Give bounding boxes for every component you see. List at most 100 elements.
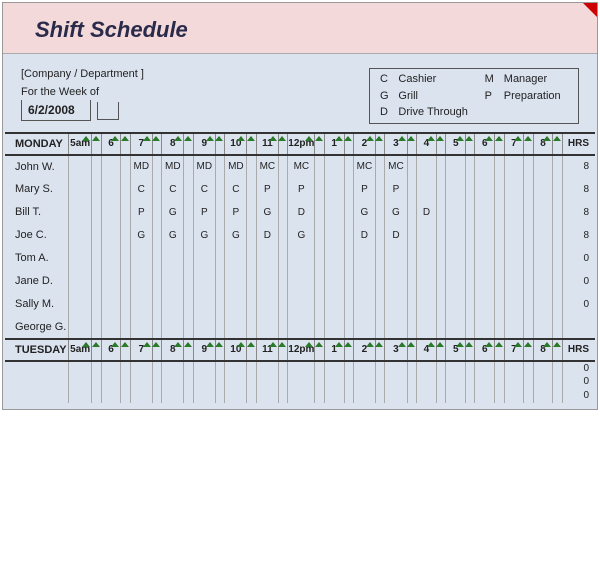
shift-cell-half[interactable] (215, 247, 224, 270)
shift-cell[interactable]: G (288, 224, 315, 247)
shift-cell[interactable] (504, 247, 524, 270)
shift-cell-half[interactable] (524, 247, 533, 270)
shift-cell[interactable] (504, 155, 524, 178)
shift-cell-half[interactable] (466, 293, 475, 316)
shift-cell-half[interactable] (152, 375, 161, 389)
shift-cell-half[interactable] (376, 375, 385, 389)
shift-cell-half[interactable] (466, 361, 475, 375)
shift-cell[interactable] (101, 224, 121, 247)
shift-cell-half[interactable] (553, 361, 562, 375)
date-picker-box[interactable] (97, 102, 119, 120)
shift-cell[interactable] (475, 293, 495, 316)
shift-cell[interactable] (475, 316, 495, 339)
shift-cell-half[interactable] (121, 375, 130, 389)
shift-cell-half[interactable] (524, 361, 533, 375)
shift-cell-half[interactable] (407, 178, 416, 201)
shift-cell-half[interactable] (152, 389, 161, 403)
shift-cell[interactable]: P (130, 201, 152, 224)
shift-cell[interactable]: P (193, 201, 215, 224)
shift-cell-half[interactable] (121, 270, 130, 293)
shift-cell[interactable] (504, 375, 524, 389)
shift-cell-half[interactable] (315, 201, 324, 224)
shift-cell-half[interactable] (92, 155, 101, 178)
shift-cell[interactable] (475, 155, 495, 178)
shift-cell[interactable] (69, 155, 92, 178)
shift-cell[interactable] (69, 270, 92, 293)
shift-cell-half[interactable] (466, 155, 475, 178)
shift-cell[interactable] (475, 270, 495, 293)
shift-cell-half[interactable] (466, 270, 475, 293)
shift-cell[interactable]: D (256, 224, 278, 247)
shift-cell[interactable] (101, 316, 121, 339)
shift-cell[interactable] (162, 270, 184, 293)
shift-cell-half[interactable] (553, 293, 562, 316)
shift-cell[interactable] (475, 247, 495, 270)
shift-cell-half[interactable] (315, 361, 324, 375)
shift-cell-half[interactable] (215, 224, 224, 247)
shift-cell-half[interactable] (315, 375, 324, 389)
shift-cell-half[interactable] (184, 247, 193, 270)
shift-cell-half[interactable] (247, 155, 256, 178)
shift-cell-half[interactable] (92, 247, 101, 270)
shift-cell[interactable] (324, 270, 344, 293)
shift-cell[interactable] (416, 247, 436, 270)
shift-cell-half[interactable] (553, 224, 562, 247)
shift-cell-half[interactable] (344, 316, 353, 339)
shift-cell-half[interactable] (92, 361, 101, 375)
shift-cell-half[interactable] (215, 201, 224, 224)
shift-cell[interactable] (69, 375, 92, 389)
shift-cell-half[interactable] (215, 155, 224, 178)
shift-cell-half[interactable] (524, 178, 533, 201)
shift-cell-half[interactable] (437, 247, 446, 270)
shift-cell[interactable]: MC (288, 155, 315, 178)
shift-cell-half[interactable] (495, 224, 504, 247)
shift-cell[interactable]: C (225, 178, 247, 201)
shift-cell-half[interactable] (553, 201, 562, 224)
shift-cell-half[interactable] (524, 224, 533, 247)
shift-cell-half[interactable] (524, 389, 533, 403)
shift-cell-half[interactable] (278, 224, 287, 247)
shift-cell[interactable] (288, 247, 315, 270)
shift-cell-half[interactable] (524, 375, 533, 389)
shift-cell-half[interactable] (495, 247, 504, 270)
shift-cell[interactable] (130, 375, 152, 389)
shift-cell-half[interactable] (495, 361, 504, 375)
shift-cell-half[interactable] (466, 224, 475, 247)
shift-cell-half[interactable] (376, 389, 385, 403)
shift-cell[interactable] (385, 270, 407, 293)
shift-cell[interactable] (225, 389, 247, 403)
shift-cell-half[interactable] (376, 293, 385, 316)
shift-cell[interactable] (324, 361, 344, 375)
shift-cell[interactable] (69, 293, 92, 316)
shift-cell[interactable]: C (193, 178, 215, 201)
shift-cell[interactable]: D (385, 224, 407, 247)
shift-cell[interactable] (324, 155, 344, 178)
shift-cell-half[interactable] (466, 389, 475, 403)
shift-cell-half[interactable] (495, 201, 504, 224)
shift-cell-half[interactable] (152, 178, 161, 201)
shift-cell[interactable] (69, 178, 92, 201)
shift-cell-half[interactable] (344, 247, 353, 270)
shift-cell[interactable] (288, 375, 315, 389)
shift-cell[interactable] (288, 361, 315, 375)
shift-cell[interactable] (416, 178, 436, 201)
shift-cell-half[interactable] (407, 201, 416, 224)
shift-cell[interactable] (533, 293, 553, 316)
shift-cell-half[interactable] (215, 389, 224, 403)
shift-cell-half[interactable] (437, 361, 446, 375)
shift-cell[interactable] (256, 247, 278, 270)
shift-cell[interactable] (162, 316, 184, 339)
shift-cell[interactable] (353, 247, 375, 270)
shift-cell-half[interactable] (215, 316, 224, 339)
shift-cell-half[interactable] (376, 247, 385, 270)
shift-cell-half[interactable] (466, 247, 475, 270)
shift-cell-half[interactable] (437, 270, 446, 293)
shift-cell-half[interactable] (278, 247, 287, 270)
shift-cell-half[interactable] (92, 316, 101, 339)
shift-cell[interactable] (101, 178, 121, 201)
shift-cell[interactable]: MD (225, 155, 247, 178)
shift-cell[interactable] (533, 389, 553, 403)
shift-cell-half[interactable] (247, 375, 256, 389)
shift-cell[interactable] (446, 224, 466, 247)
shift-cell[interactable] (256, 293, 278, 316)
